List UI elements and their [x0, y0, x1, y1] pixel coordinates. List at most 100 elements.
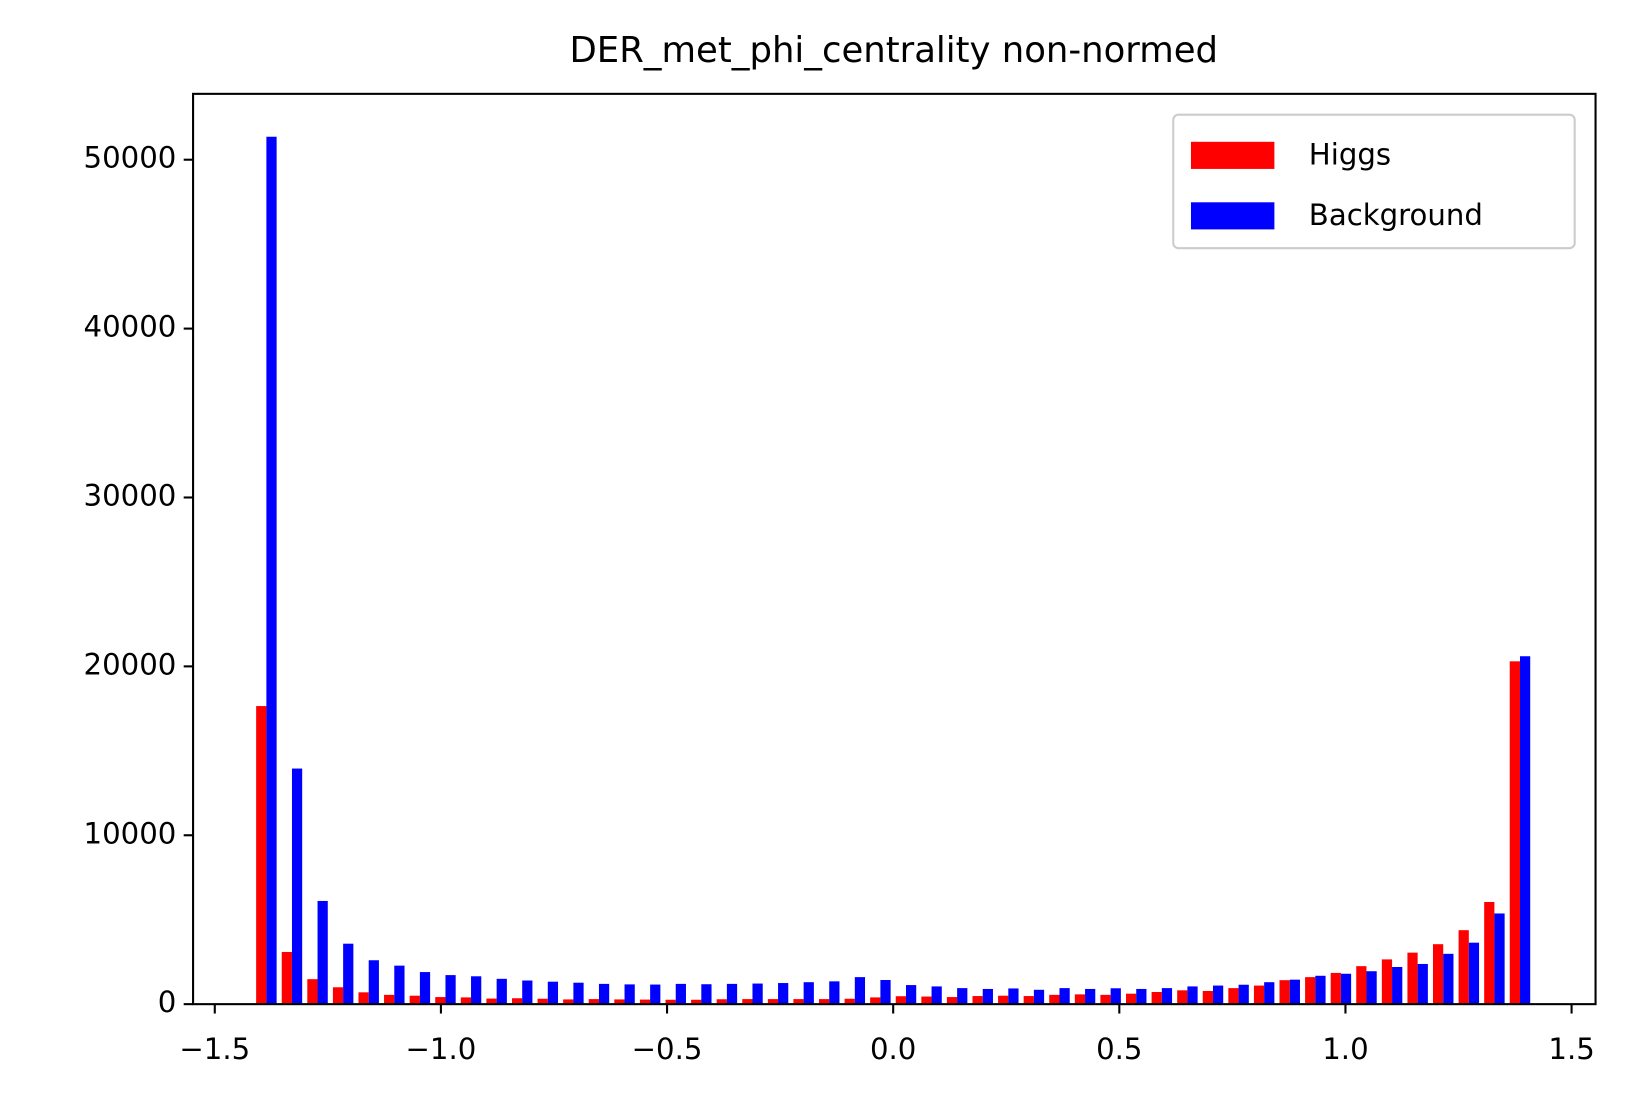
bar [317, 900, 328, 1005]
bar [1074, 994, 1086, 1005]
bar [547, 981, 559, 1005]
bar [957, 988, 968, 1005]
bar [946, 997, 958, 1005]
bar [460, 997, 472, 1005]
y-tick-label: 10000 [84, 816, 177, 850]
bar [880, 980, 891, 1005]
bar [1484, 901, 1495, 1005]
x-tick-label: 1.5 [1548, 1032, 1594, 1066]
bar [471, 976, 482, 1005]
bar [1049, 994, 1060, 1005]
bar [1443, 953, 1454, 1005]
bar [844, 998, 855, 1005]
y-tick-label: 20000 [84, 647, 177, 681]
bar [496, 978, 507, 1005]
bar [1494, 913, 1505, 1005]
bar [1279, 980, 1290, 1005]
bar [870, 997, 881, 1005]
bar [1136, 988, 1147, 1005]
bar [445, 975, 456, 1005]
bar [1151, 991, 1162, 1005]
bar [972, 996, 983, 1005]
bar [1366, 971, 1377, 1005]
bar [854, 977, 866, 1005]
bar [1100, 994, 1111, 1005]
y-tick-label: 50000 [84, 141, 177, 175]
bar [921, 996, 932, 1005]
bar [1407, 952, 1418, 1005]
bar [1212, 985, 1224, 1005]
bar [588, 999, 599, 1005]
bar [624, 984, 635, 1005]
y-tick-label: 0 [158, 985, 177, 1019]
bar [394, 965, 405, 1005]
bar [1264, 982, 1275, 1005]
bar [931, 986, 942, 1005]
bar [1330, 972, 1341, 1005]
bar [1315, 975, 1326, 1005]
bar [358, 992, 369, 1005]
bar [818, 999, 830, 1005]
bar [905, 985, 917, 1005]
bar [1509, 661, 1520, 1005]
bar [537, 998, 548, 1005]
bar [1161, 988, 1173, 1005]
bar [1392, 966, 1403, 1005]
bar [1125, 993, 1137, 1005]
bar [998, 995, 1009, 1005]
legend-label: Background [1309, 198, 1483, 232]
bar [1468, 942, 1480, 1005]
bar [1085, 988, 1096, 1005]
bar [614, 999, 625, 1005]
bar [1340, 973, 1352, 1005]
bar [343, 943, 354, 1005]
legend-swatch [1190, 202, 1275, 230]
bar [639, 999, 651, 1005]
bar [1305, 977, 1316, 1005]
bar [691, 999, 702, 1005]
bar [665, 999, 676, 1005]
bar [1187, 986, 1198, 1005]
bar [598, 983, 610, 1005]
y-tick-label: 30000 [84, 478, 177, 512]
bar [793, 999, 804, 1005]
bar [716, 999, 727, 1005]
bar [1177, 990, 1188, 1005]
bar [1033, 989, 1045, 1005]
bar [1356, 966, 1367, 1005]
bar [1432, 944, 1444, 1005]
bar [726, 983, 738, 1005]
legend-label: Higgs [1309, 137, 1391, 171]
bar [1238, 984, 1249, 1005]
bar [486, 998, 497, 1005]
x-tick-label: 0.0 [870, 1032, 916, 1066]
x-tick-label: −1.5 [179, 1032, 250, 1066]
bar [511, 998, 523, 1005]
bar [1417, 963, 1428, 1005]
bar [563, 999, 574, 1005]
bar [307, 979, 318, 1005]
bar [1381, 959, 1393, 1005]
x-tick-label: 0.5 [1096, 1032, 1142, 1066]
bar [701, 984, 712, 1005]
bar [675, 983, 686, 1005]
bar [1458, 930, 1469, 1005]
bar [982, 988, 993, 1005]
bar [1253, 985, 1265, 1005]
bar [384, 994, 395, 1005]
bar [1289, 979, 1300, 1005]
plot-frame [192, 92, 1597, 1006]
bar [1008, 988, 1019, 1005]
bar [256, 706, 267, 1005]
bar [435, 997, 446, 1005]
x-tick-label: −0.5 [632, 1032, 703, 1066]
bar [803, 982, 814, 1005]
bar [291, 768, 303, 1005]
y-tick-label: 40000 [84, 310, 177, 344]
bar [573, 982, 584, 1005]
bar [266, 136, 277, 1005]
legend: Higgs Background [1172, 113, 1576, 250]
x-tick-label: −1.0 [405, 1032, 476, 1066]
bar [522, 980, 533, 1005]
